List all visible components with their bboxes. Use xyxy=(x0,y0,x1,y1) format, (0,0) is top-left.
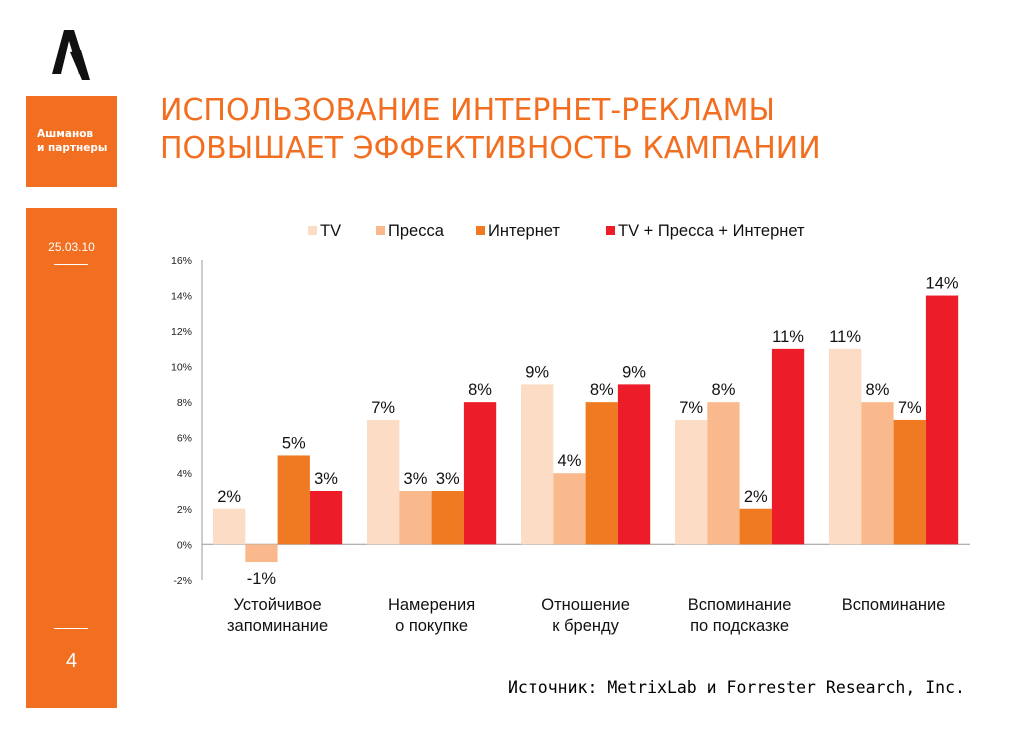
bar xyxy=(585,402,618,545)
data-label: 14% xyxy=(926,275,959,293)
bar xyxy=(675,419,708,545)
page-title: ИСПОЛЬЗОВАНИЕ ИНТЕРНЕТ-РЕКЛАМЫ ПОВЫШАЕТ … xyxy=(160,92,821,168)
y-tick-label: 4% xyxy=(177,468,192,480)
data-label: 7% xyxy=(898,399,922,417)
data-label: 2% xyxy=(744,488,768,506)
y-tick-label: 8% xyxy=(177,397,192,409)
x-axis-labels: Устойчивое запоминание Намерения о покупке О… xyxy=(227,596,945,635)
bar xyxy=(893,419,926,545)
legend-swatch xyxy=(476,226,485,235)
data-label: 7% xyxy=(679,399,703,417)
y-tick-label: 10% xyxy=(171,362,192,374)
data-label: 2% xyxy=(217,488,241,506)
category-label: Устойчивое xyxy=(234,596,322,614)
data-label: 11% xyxy=(772,328,804,346)
page-number: 4 xyxy=(65,650,78,672)
data-label: 7% xyxy=(371,399,395,417)
category-label: к бренду xyxy=(552,617,619,635)
agency-logo xyxy=(52,30,90,80)
legend-swatch xyxy=(376,226,385,235)
brand-name-line-1: Ашманов xyxy=(37,128,94,140)
bar xyxy=(861,402,894,545)
y-tick-label: 14% xyxy=(171,291,192,303)
bar xyxy=(521,384,554,545)
bar xyxy=(553,473,586,545)
bar xyxy=(771,348,805,545)
bar xyxy=(829,348,862,545)
bar xyxy=(925,295,959,545)
bar-chart: TV Пресса Интернет TV + Пресса + Интернет -… xyxy=(171,222,970,635)
data-label: 4% xyxy=(558,452,582,470)
value-labels: 2% 7% 9% 7% 11% -1% 3% 4% 8% 8% 5% 3% 8% 2% 7% 3% 8% 9% 11… xyxy=(217,275,959,589)
category-label: Вспоминание xyxy=(842,596,946,614)
bar xyxy=(707,402,740,545)
chart-legend: TV Пресса Интернет TV + Пресса + Интернет xyxy=(308,222,805,240)
title-line-2: ПОВЫШАЕТ ЭФФЕКТИВНОСТЬ КАМПАНИИ xyxy=(160,131,821,166)
bar xyxy=(213,508,246,545)
legend-label: TV + Пресса + Интернет xyxy=(618,222,805,240)
bar xyxy=(739,508,772,545)
bar xyxy=(399,490,432,545)
bar xyxy=(463,402,497,545)
date-divider xyxy=(54,264,88,265)
legend-label: Пресса xyxy=(388,222,445,240)
brand-name-line-2: и партнеры xyxy=(37,142,108,154)
bar xyxy=(309,490,343,545)
category-label: запоминание xyxy=(227,617,328,635)
category-label: Отношение xyxy=(541,596,630,614)
data-label: -1% xyxy=(247,570,277,588)
category-label: по подсказке xyxy=(690,617,789,635)
category-label: Вспоминание xyxy=(688,596,792,614)
category-label: Намерения xyxy=(388,596,475,614)
data-label: 9% xyxy=(622,363,646,381)
data-label: 8% xyxy=(590,381,614,399)
sidebar-panel: 25.03.10 4 xyxy=(26,208,117,708)
data-label: 3% xyxy=(404,470,428,488)
chart-bars xyxy=(213,295,959,563)
data-label: 3% xyxy=(314,470,338,488)
y-tick-label: 6% xyxy=(177,433,192,445)
legend-swatch xyxy=(308,226,317,235)
legend-label: TV xyxy=(320,222,341,240)
slide-date: 25.03.10 xyxy=(48,240,95,254)
y-tick-label: 2% xyxy=(177,504,192,516)
brand-box: Ашманов и партнеры xyxy=(26,96,117,187)
legend-swatch xyxy=(606,226,615,235)
bar xyxy=(431,490,464,545)
data-label: 5% xyxy=(282,434,306,452)
bar xyxy=(277,455,310,545)
title-line-1: ИСПОЛЬЗОВАНИЕ ИНТЕРНЕТ-РЕКЛАМЫ xyxy=(160,93,775,128)
category-label: о покупке xyxy=(395,617,468,635)
legend-label: Интернет xyxy=(488,222,560,240)
page-number-divider xyxy=(54,628,88,629)
data-label: 8% xyxy=(866,381,890,399)
data-label: 3% xyxy=(436,470,460,488)
bar xyxy=(617,384,651,545)
bar xyxy=(367,419,400,545)
data-label: 11% xyxy=(829,328,861,346)
data-label: 9% xyxy=(525,363,549,381)
data-label: 8% xyxy=(712,381,736,399)
source-note: Источник: MetrixLab и Forrester Research… xyxy=(508,678,965,697)
bar xyxy=(245,544,278,563)
y-tick-label: -2% xyxy=(173,575,192,587)
y-tick-label: 0% xyxy=(177,539,192,551)
y-tick-label: 12% xyxy=(171,326,192,338)
data-label: 8% xyxy=(468,381,492,399)
y-tick-label: 16% xyxy=(171,255,192,267)
